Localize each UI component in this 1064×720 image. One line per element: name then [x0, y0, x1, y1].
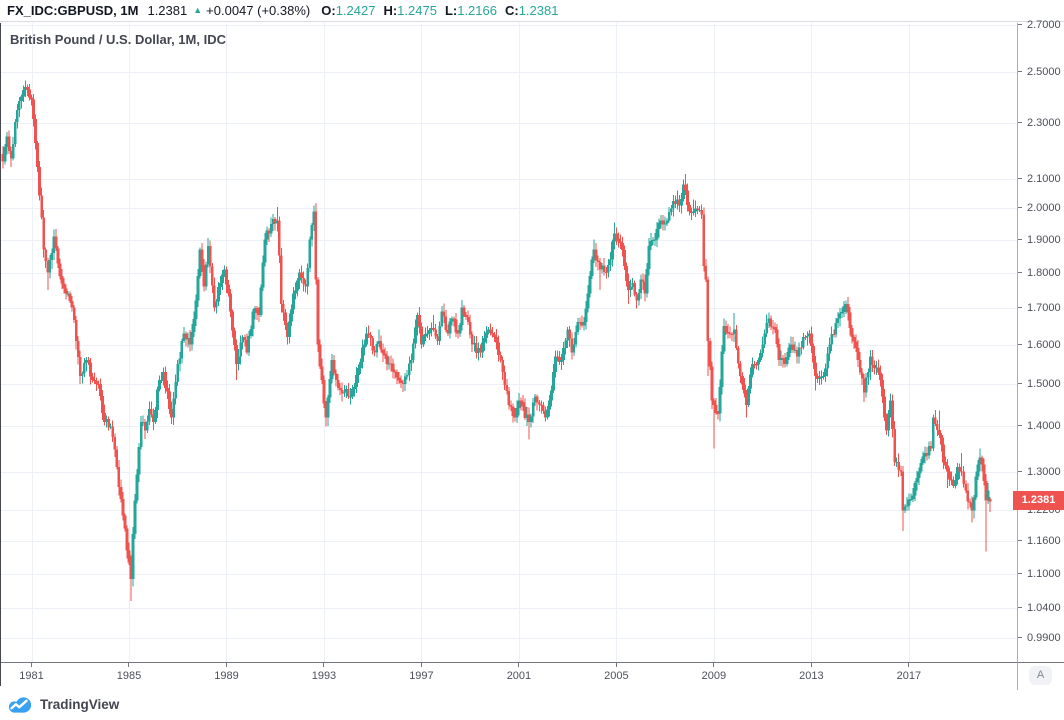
open-value: 1.2427: [335, 3, 376, 18]
time-tick-mark: [615, 663, 617, 667]
low-readout: L:1.2166: [445, 3, 497, 18]
time-tick-label: 2017: [896, 670, 922, 682]
time-tick-label: 1989: [214, 670, 239, 682]
time-tick-label: 2001: [506, 670, 532, 682]
open-label: O:: [321, 3, 336, 18]
price-tick-label: 1.6000: [1018, 339, 1061, 351]
price-tick-label: 2.7000: [1018, 19, 1061, 31]
price-tick-label: 1.9000: [1018, 234, 1061, 246]
high-value: 1.2475: [397, 3, 437, 18]
price-tick-label: 1.5000: [1018, 378, 1061, 390]
axis-corner: A: [1017, 662, 1064, 690]
time-tick-mark: [420, 663, 422, 667]
close-label: C:: [504, 3, 519, 18]
price-axis[interactable]: 2.7000 2.5000 2.3000 2.1000 2.0000 1.9000 1.80…: [1017, 19, 1064, 662]
footer: TradingView: [0, 690, 1064, 720]
tradingview-link[interactable]: TradingView: [7, 696, 119, 713]
last-price: 1.2381: [147, 3, 188, 18]
time-tick-mark: [323, 663, 325, 667]
chart-legend[interactable]: British Pound / U.S. Dollar, 1M, IDC: [10, 32, 226, 47]
auto-scale-button[interactable]: A: [1029, 666, 1052, 685]
last-price-label: 1.2381: [1013, 491, 1064, 511]
change-up-icon: ▲: [193, 5, 203, 15]
chart-pane[interactable]: British Pound / U.S. Dollar, 1M, IDC: [0, 23, 1017, 662]
symbol-title[interactable]: FX_IDC:GBPUSD, 1M: [7, 3, 139, 18]
tradingview-logo-icon: [8, 697, 32, 713]
price-tick-label: 1.1600: [1018, 535, 1061, 547]
time-tick-mark: [518, 663, 520, 667]
price-tick-label: 0.9900: [1018, 632, 1061, 644]
time-tick-mark: [31, 663, 32, 667]
close-readout: C:1.2381: [505, 3, 558, 18]
price-tick-label: 2.3000: [1018, 117, 1061, 129]
time-tick-mark: [128, 663, 130, 667]
price-tick-label: 1.0400: [1018, 602, 1061, 614]
price-tick-label: 1.8000: [1018, 267, 1061, 279]
price-change: +0.0047 (+0.38%): [206, 3, 311, 18]
price-tick-label: 2.1000: [1018, 173, 1061, 185]
time-tick-mark: [908, 663, 910, 667]
price-tick-label: 2.5000: [1018, 66, 1061, 78]
price-tick-label: 1.3000: [1018, 466, 1061, 478]
time-tick-label: 1981: [19, 670, 44, 682]
time-tick-label: 1997: [409, 670, 434, 682]
time-tick-label: 2013: [799, 670, 824, 682]
time-tick-mark: [225, 663, 227, 667]
time-tick-label: 1993: [311, 670, 337, 682]
last-price-label-value: 1.2381: [1021, 494, 1056, 507]
time-tick-label: 1985: [116, 670, 142, 682]
low-label: L:: [444, 3, 458, 18]
time-tick-label: 2009: [701, 670, 727, 682]
symbol-info-bar: FX_IDC:GBPUSD, 1M 1.2381 ▲ +0.0047 (+0.3…: [0, 0, 1064, 22]
price-tick-label: 1.7000: [1018, 302, 1061, 314]
high-readout: H:1.2475: [383, 3, 436, 18]
time-tick-mark: [810, 663, 812, 667]
price-tick-label: 2.0000: [1018, 202, 1061, 214]
pane-left-border: [0, 23, 1, 686]
brand-wordmark: TradingView: [40, 697, 120, 712]
high-label: H:: [383, 3, 398, 18]
price-tick-label: 1.1000: [1018, 568, 1061, 580]
low-value: 1.2166: [457, 3, 497, 18]
time-tick-mark: [713, 663, 715, 667]
open-readout: O:1.2427: [321, 3, 375, 18]
close-value: 1.2381: [518, 3, 559, 18]
time-tick-label: 2005: [604, 670, 629, 682]
price-tick-label: 1.4000: [1018, 420, 1061, 432]
time-axis[interactable]: 1981 1985 1989 1993 1997 2001 2005 2009 2013 2017: [0, 662, 1017, 690]
candlestick-chart[interactable]: [0, 23, 1017, 662]
